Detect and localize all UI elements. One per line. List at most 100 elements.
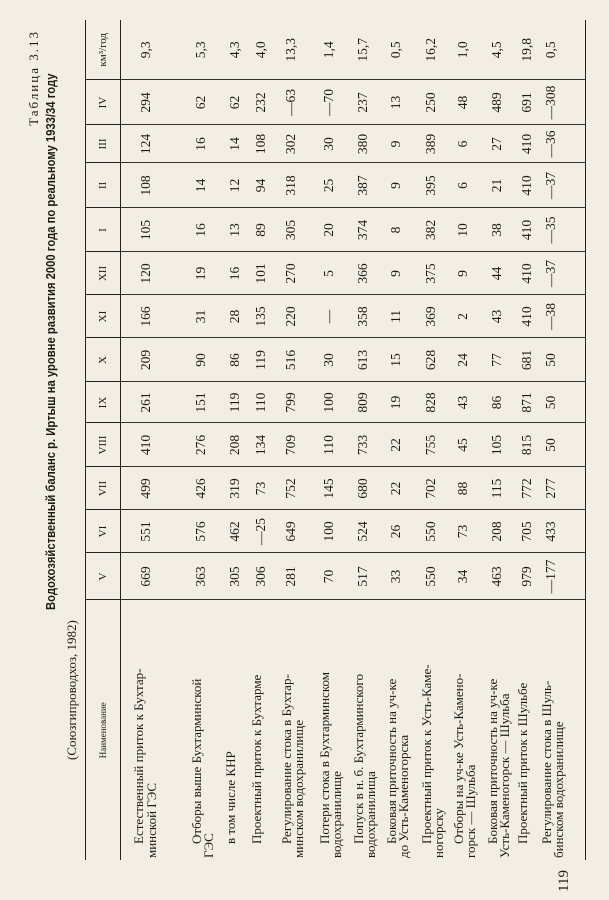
cell-xii: 366 — [347, 252, 381, 295]
table-row: Естественный приток к Бухтар-минской ГЭС… — [120, 20, 186, 860]
cell-x: 119 — [245, 338, 276, 382]
table-row: Отборы на уч-ке Усть-Камено-горск — Шуль… — [447, 20, 482, 860]
row-name-line: Усть-Каменогорск — Шульба — [497, 693, 512, 858]
cell-xi: 43 — [481, 295, 512, 338]
cell-vi: 524 — [347, 510, 381, 553]
cell-x: 30 — [313, 338, 348, 382]
column-header-i: I — [85, 208, 121, 252]
table-row: Проектный приток к Шульбе 979 705 772 815 871… — [511, 20, 536, 860]
cell-i: 38 — [481, 208, 512, 252]
cell-xii: 44 — [481, 252, 512, 295]
row-name: Проектный приток к Усть-Каме-ногорску — [416, 600, 448, 860]
cell-annual: 0,5 — [535, 20, 586, 80]
cell-v: 363 — [185, 553, 220, 600]
cell-xii: 410 — [511, 252, 536, 295]
cell-iii: 27 — [481, 125, 512, 163]
cell-i: 105 — [120, 208, 186, 252]
cell-vi: 100 — [313, 510, 348, 553]
cell-vii: 277 — [535, 467, 586, 510]
column-header-vi: VI — [85, 510, 121, 553]
cell-v: 34 — [447, 553, 482, 600]
cell-v: 550 — [415, 553, 448, 600]
cell-ix: 100 — [313, 382, 348, 423]
cell-vi: 433 — [535, 510, 586, 553]
cell-iii: 30 — [313, 125, 348, 163]
cell-vii: 319 — [219, 467, 246, 510]
cell-i: 374 — [347, 208, 381, 252]
cell-vi: 208 — [481, 510, 512, 553]
cell-iii: 410 — [511, 125, 536, 163]
cell-xi: 369 — [415, 295, 448, 338]
cell-ii: 387 — [347, 163, 381, 208]
cell-iii: 14 — [219, 125, 246, 163]
row-name-line: Проектный приток к Шульбе — [514, 682, 530, 844]
table-row: Регулирование стока в Шуль-бинском водох… — [535, 20, 586, 860]
cell-xi: 220 — [275, 295, 314, 338]
cell-ii: 318 — [275, 163, 314, 208]
table-header-row: Наименование V VI VII VIII IX X XI XII I II III IV км… — [85, 20, 121, 860]
row-name-line: в том числе КНР — [222, 751, 238, 844]
row-name: Проектный приток к Бухтарме — [246, 600, 276, 860]
table-row: Потери стока в Бухтарминском водохранилищ… — [313, 20, 348, 860]
cell-ii: 9 — [380, 163, 416, 208]
cell-viii: 50 — [535, 423, 586, 467]
cell-x: 86 — [219, 338, 246, 382]
cell-ii: 108 — [120, 163, 186, 208]
cell-vii: 115 — [481, 467, 512, 510]
cell-vi: 26 — [380, 510, 416, 553]
cell-xi: 2 — [447, 295, 482, 338]
cell-ix: 50 — [535, 382, 586, 423]
row-name: Боковая приточность на уч-ке Усть-Каменог… — [482, 600, 513, 860]
cell-ii: 12 — [219, 163, 246, 208]
row-name-line: Отборы выше Бухтарминской — [188, 678, 204, 844]
cell-xii: 9 — [447, 252, 482, 295]
cell-iii: 124 — [120, 125, 186, 163]
cell-iii: 9 — [380, 125, 416, 163]
cell-viii: 276 — [185, 423, 220, 467]
cell-viii: 105 — [481, 423, 512, 467]
cell-vii: 752 — [275, 467, 314, 510]
cell-viii: 709 — [275, 423, 314, 467]
row-name: в том числе КНР — [220, 600, 246, 860]
table-source: (Союзгипроводхоз, 1982) — [64, 620, 79, 760]
cell-xi: 11 — [380, 295, 416, 338]
cell-xi: 135 — [245, 295, 276, 338]
cell-annual: 1,0 — [447, 20, 482, 80]
cell-iv: 232 — [245, 80, 276, 125]
row-name: Естественный приток к Бухтар-минской ГЭС — [121, 600, 186, 860]
cell-iv: 13 — [380, 80, 416, 125]
row-name: Потери стока в Бухтарминском водохранилищ… — [314, 600, 348, 860]
cell-vi: 462 — [219, 510, 246, 553]
cell-xii: 16 — [219, 252, 246, 295]
cell-vii: 680 — [347, 467, 381, 510]
cell-iv: 62 — [185, 80, 220, 125]
cell-iii: 6 — [447, 125, 482, 163]
cell-vi: —25 — [245, 510, 276, 553]
cell-x: 50 — [535, 338, 586, 382]
column-header-name: Наименование — [85, 600, 121, 860]
table-row: Попуск в н. б. Бухтарминского водохранили… — [347, 20, 381, 860]
cell-i: 10 — [447, 208, 482, 252]
cell-annual: 0,5 — [380, 20, 416, 80]
cell-iii: 16 — [185, 125, 220, 163]
cell-vi: 551 — [120, 510, 186, 553]
cell-viii: 755 — [415, 423, 448, 467]
cell-v: —177 — [535, 553, 586, 600]
cell-iv: 489 — [481, 80, 512, 125]
cell-vi: 576 — [185, 510, 220, 553]
row-name-line: до Усть-Каменогорска — [396, 734, 411, 858]
column-header-ii: II — [85, 163, 121, 208]
cell-iv: 294 — [120, 80, 186, 125]
column-header-xii: XII — [85, 252, 121, 295]
cell-i: 8 — [380, 208, 416, 252]
column-header-iii: III — [85, 125, 121, 163]
row-name-line: минском водохранилище — [291, 719, 306, 858]
cell-iii: 389 — [415, 125, 448, 163]
cell-i: —35 — [535, 208, 586, 252]
cell-ix: 110 — [245, 382, 276, 423]
cell-ii: 94 — [245, 163, 276, 208]
cell-vii: 145 — [313, 467, 348, 510]
cell-iv: 237 — [347, 80, 381, 125]
cell-vii: 702 — [415, 467, 448, 510]
